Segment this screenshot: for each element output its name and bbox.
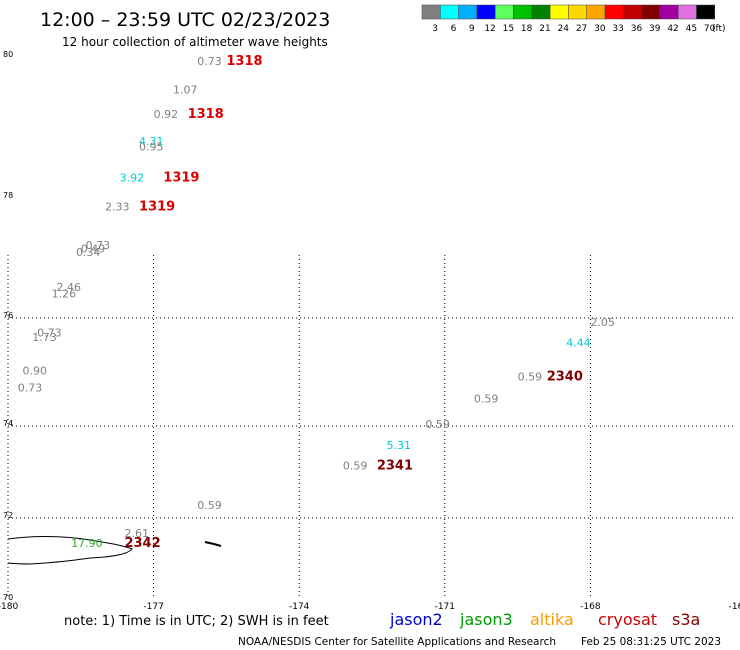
color-scale-label: 6 [451,24,457,34]
legend-s3a: s3a [672,610,700,629]
color-scale-label: 15 [503,24,514,34]
swh-value: 1.07 [173,83,198,96]
color-scale-label: 21 [539,24,550,34]
axis-tick-labels: -180 -177 -174 -171 -168 -16 70 72 74 76 78 80 [0,50,740,612]
chart-subtitle: 12 hour collection of altimeter wave hei… [62,35,328,49]
swh-value: 4.31 [139,135,164,148]
pass-id: 2341 [377,459,413,474]
footer-timestamp: Feb 25 08:31:25 UTC 2023 [581,636,721,648]
color-scale-label: 30 [594,24,606,34]
swh-value: 0.49 [81,242,106,255]
land-outline-wrangel-island [7,536,133,565]
color-scale-swatch [623,4,642,20]
color-scale-label: 27 [576,24,587,34]
color-scale-swatch [440,4,459,20]
swh-value: 0.59 [197,499,222,512]
swh-value: 4.44 [566,336,591,349]
x-tick-label: -177 [143,602,163,612]
grid-lines [7,255,736,598]
swh-values: 0.731.070.924.310.953.922.330.730.490.34… [18,55,615,550]
y-tick-label: 74 [3,419,13,428]
color-scale-swatch [604,4,624,20]
swh-value: 2.61 [124,527,149,540]
footer-note: note: 1) Time is in UTC; 2) SWH is in fe… [64,614,329,629]
swh-value: 0.73 [37,327,62,340]
color-scale-label: 45 [686,24,697,34]
pass-id: 2342 [124,536,160,551]
color-scale-unit: (ft) [712,24,726,34]
chart-title: 12:00 – 23:59 UTC 02/23/2023 [40,9,330,31]
swh-value: 0.90 [23,364,47,377]
color-scale-label: 3 [432,24,438,34]
y-tick-label: 78 [3,191,13,200]
color-scale-swatch [531,4,551,20]
x-tick-label: -168 [580,602,601,612]
color-scale-bar: 3 6 9 12 15 18 21 24 27 30 33 36 39 42 45 70 [421,4,716,34]
swh-value: 1.26 [52,287,77,300]
pass-id: 2340 [547,369,583,384]
color-scale-label: 18 [521,24,533,34]
legend-altika: altika [530,610,574,629]
swh-value: 0.73 [18,382,42,395]
swh-value: 5.31 [387,439,412,452]
swh-value: 0.73 [86,239,111,252]
swh-value: 3.92 [120,172,145,185]
color-scale-swatch [421,4,441,20]
color-scale-swatch [476,4,496,20]
swh-value: 0.59 [425,418,450,431]
y-tick-label: 76 [3,311,13,320]
pass-id: 1319 [163,171,199,186]
pass-id: 1318 [188,107,224,122]
y-tick-label: 72 [3,511,13,520]
legend-jason3: jason3 [459,610,513,629]
swh-value: 2.33 [105,200,130,213]
color-scale-swatch [696,4,716,20]
x-tick-label: -180 [0,602,18,612]
y-tick-label: 70 [3,593,13,602]
color-scale-label: 39 [649,24,661,34]
footer-credit: NOAA/NESDIS Center for Satellite Applica… [238,636,556,648]
color-scale-label: 33 [612,24,623,34]
color-scale-swatch [513,4,533,20]
swh-value: 0.59 [343,460,368,473]
swh-value: 0.34 [76,246,101,259]
x-tick-label: -174 [289,602,310,612]
color-scale-swatch [458,4,478,20]
swh-value: 0.59 [518,370,543,383]
pass-id: 1319 [139,199,175,214]
color-scale-label: 42 [667,24,678,34]
color-scale-swatch [641,4,661,20]
color-scale-swatch [568,4,587,20]
pass-id: 1318 [226,54,262,69]
swh-value: 2.46 [57,281,82,294]
legend-cryosat: cryosat [598,610,657,629]
swh-value: 0.95 [139,141,164,154]
color-scale-label: 24 [558,24,570,34]
swh-value: 0.92 [154,108,179,121]
swh-value: 1.73 [32,331,57,344]
color-scale-label: 70 [704,24,716,34]
satellite-legend: jason2 jason3 altika cryosat s3a [389,610,700,629]
y-tick-label: 80 [3,50,13,59]
color-scale-label: 36 [631,24,643,34]
color-scale-swatch [677,4,697,20]
legend-jason2: jason2 [389,610,443,629]
pass-ids: 1318 1318 1319 1319 2340 2341 2342 [124,54,582,551]
swh-value: 17.90 [71,537,103,550]
x-tick-label: -171 [435,602,455,612]
plot-area: -180 -177 -174 -171 -168 -16 70 72 74 76 78 80 0.73… [0,50,740,612]
swh-value: 0.59 [474,392,499,405]
color-scale-swatch [586,4,606,20]
land-outline-herald-island [204,541,222,547]
swh-value: 0.73 [197,55,222,68]
color-scale-label: 12 [484,24,495,34]
color-scale-swatch [549,4,569,20]
color-scale-swatch [494,4,514,20]
color-scale-swatch [659,4,679,20]
swh-value: 2.05 [590,316,615,329]
color-scale-label: 9 [469,24,475,34]
x-tick-label: -16 [729,602,740,612]
